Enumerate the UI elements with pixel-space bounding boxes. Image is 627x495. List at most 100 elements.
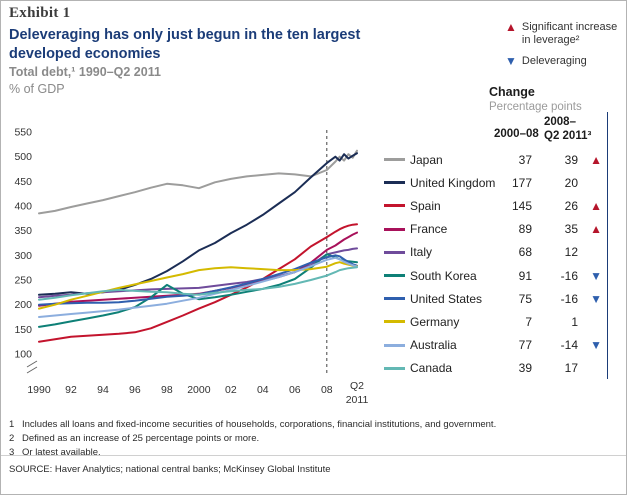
series-line <box>38 223 358 343</box>
x-axis-tick-label: 02 <box>225 384 237 396</box>
subtitle-total-debt: Total debt,¹ 1990–Q2 2011 <box>9 65 161 79</box>
x-axis-tick-label: 2011 <box>346 394 369 406</box>
series-line <box>38 149 358 215</box>
table-row: Australia 77 -14 ▼ <box>384 334 605 357</box>
deleveraging-triangle-icon: ▼ <box>505 53 517 68</box>
country-label: France <box>410 222 448 237</box>
change-2008-q2-2011-value: -14 <box>560 338 578 353</box>
change-2008-q2-2011-value: 26 <box>564 198 578 213</box>
increase-triangle-icon: ▲ <box>590 152 602 167</box>
change-column-subtitle: Percentage points <box>489 101 582 113</box>
y-axis-tick-label: 550 <box>14 127 32 139</box>
change-2008-q2-2011-value: 1 <box>571 314 578 329</box>
series-color-swatch <box>384 274 405 278</box>
table-row: South Korea 91 -16 ▼ <box>384 264 605 287</box>
table-row: Spain 145 26 ▲ <box>384 194 605 217</box>
change-2000-08-value: 91 <box>518 268 532 283</box>
change-2000-08-value: 145 <box>511 198 532 213</box>
series-color-swatch <box>384 297 405 301</box>
change-2000-08-value: 37 <box>518 152 532 167</box>
table-row: Germany 7 1 <box>384 310 605 333</box>
column-header-2008-line1: 2008– <box>544 116 576 128</box>
series-line <box>38 254 358 306</box>
column-header-2008-q2-2011: 2008– Q2 2011³ <box>544 115 591 144</box>
x-axis-tick-label: Q2 <box>350 380 364 392</box>
deleveraging-label: Deleveraging <box>521 54 587 67</box>
marker-legend-deleveraging: ▼ Deleveraging <box>505 53 620 69</box>
table-row: Italy 68 12 <box>384 241 605 264</box>
table-row: France 89 35 ▲ <box>384 218 605 241</box>
series-color-swatch <box>384 158 405 162</box>
change-2008-q2-2011-value: -16 <box>560 291 578 306</box>
change-2000-08-value: 75 <box>518 291 532 306</box>
change-2008-q2-2011-value: 39 <box>564 152 578 167</box>
change-2000-08-value: 68 <box>518 245 532 260</box>
series-color-swatch <box>384 204 405 208</box>
increase-triangle-icon: ▲ <box>505 20 517 34</box>
deleveraging-triangle-icon: ▼ <box>590 268 602 283</box>
country-label: Japan <box>410 152 443 167</box>
y-axis-tick-label: 500 <box>14 151 32 163</box>
footnote-text: Includes all loans and fixed-income secu… <box>22 419 497 430</box>
marker-legend: ▲ Significant increase in leverage² ▼ De… <box>505 20 620 76</box>
series-color-swatch <box>384 343 405 347</box>
increase-label: Significant increase in leverage² <box>521 21 618 47</box>
series-color-swatch <box>384 181 405 185</box>
deleveraging-triangle-icon: ▼ <box>590 338 602 353</box>
country-label: Australia <box>410 338 457 353</box>
change-2008-q2-2011-value: -16 <box>560 268 578 283</box>
y-axis-tick-label: 250 <box>14 275 32 287</box>
change-2000-08-value: 77 <box>518 338 532 353</box>
deleveraging-triangle-icon: ▼ <box>590 291 602 306</box>
country-label: Spain <box>410 198 441 213</box>
change-2000-08-value: 89 <box>518 222 532 237</box>
series-color-swatch <box>384 366 405 370</box>
country-rows: Japan 37 39 ▲ United Kingdom 177 20 Spain 145 26 ▲… <box>384 148 605 380</box>
series-color-swatch <box>384 227 405 231</box>
x-axis-tick-label: 2000 <box>187 384 211 396</box>
source-line: SOURCE: Haver Analytics; national centra… <box>1 455 626 475</box>
series-line <box>38 266 358 301</box>
change-2000-08-value: 177 <box>511 175 532 190</box>
change-2000-08-value: 39 <box>518 361 532 376</box>
x-axis-tick-label: 08 <box>321 384 333 396</box>
x-axis-tick-label: 96 <box>129 384 141 396</box>
marker-legend-increase: ▲ Significant increase in leverage² <box>505 20 620 48</box>
axis-break-icon <box>26 360 38 374</box>
country-label: United Kingdom <box>410 175 496 190</box>
increase-triangle-icon: ▲ <box>590 198 602 213</box>
country-label: Germany <box>410 314 460 329</box>
country-label: United States <box>410 291 483 306</box>
y-axis-tick-label: 350 <box>14 225 32 237</box>
change-2008-q2-2011-value: 17 <box>564 361 578 376</box>
footnote: 1 Includes all loans and fixed-income sec… <box>9 418 621 432</box>
country-label: Italy <box>410 245 433 260</box>
subtitle-pct-gdp: % of GDP <box>9 82 65 96</box>
y-axis-tick-label: 300 <box>14 250 32 262</box>
footnote: 3 Or latest available. <box>9 446 621 460</box>
y-axis-tick-label: 100 <box>14 349 32 361</box>
change-column-title: Change <box>489 85 535 99</box>
table-right-rule <box>607 112 608 379</box>
table-row: United States 75 -16 ▼ <box>384 287 605 310</box>
change-2008-q2-2011-value: 12 <box>564 245 578 260</box>
series-color-swatch <box>384 320 405 324</box>
y-axis-tick-label: 150 <box>14 324 32 336</box>
footnote-number: 2 <box>9 432 15 444</box>
increase-triangle-icon: ▲ <box>590 222 602 237</box>
x-axis-tick-label: 04 <box>257 384 269 396</box>
change-2008-q2-2011-value: 20 <box>564 175 578 190</box>
column-header-2000-08: 2000–08 <box>494 128 539 140</box>
debt-chart: 100 150 200 250 300 350 400 450 500 550 1990 92 94 96… <box>14 127 369 407</box>
y-axis-tick-label: 450 <box>14 176 32 188</box>
footnote: 2 Defined as an increase of 25 percentage… <box>9 432 621 446</box>
x-axis-tick-label: 98 <box>161 384 173 396</box>
table-row: Canada 39 17 <box>384 357 605 380</box>
y-axis-tick-label: 200 <box>14 299 32 311</box>
country-label: South Korea <box>410 268 477 283</box>
x-axis-tick-label: 92 <box>65 384 77 396</box>
footnotes: 1 Includes all loans and fixed-income sec… <box>9 418 621 459</box>
table-row: Japan 37 39 ▲ <box>384 148 605 171</box>
change-2008-q2-2011-value: 35 <box>564 222 578 237</box>
